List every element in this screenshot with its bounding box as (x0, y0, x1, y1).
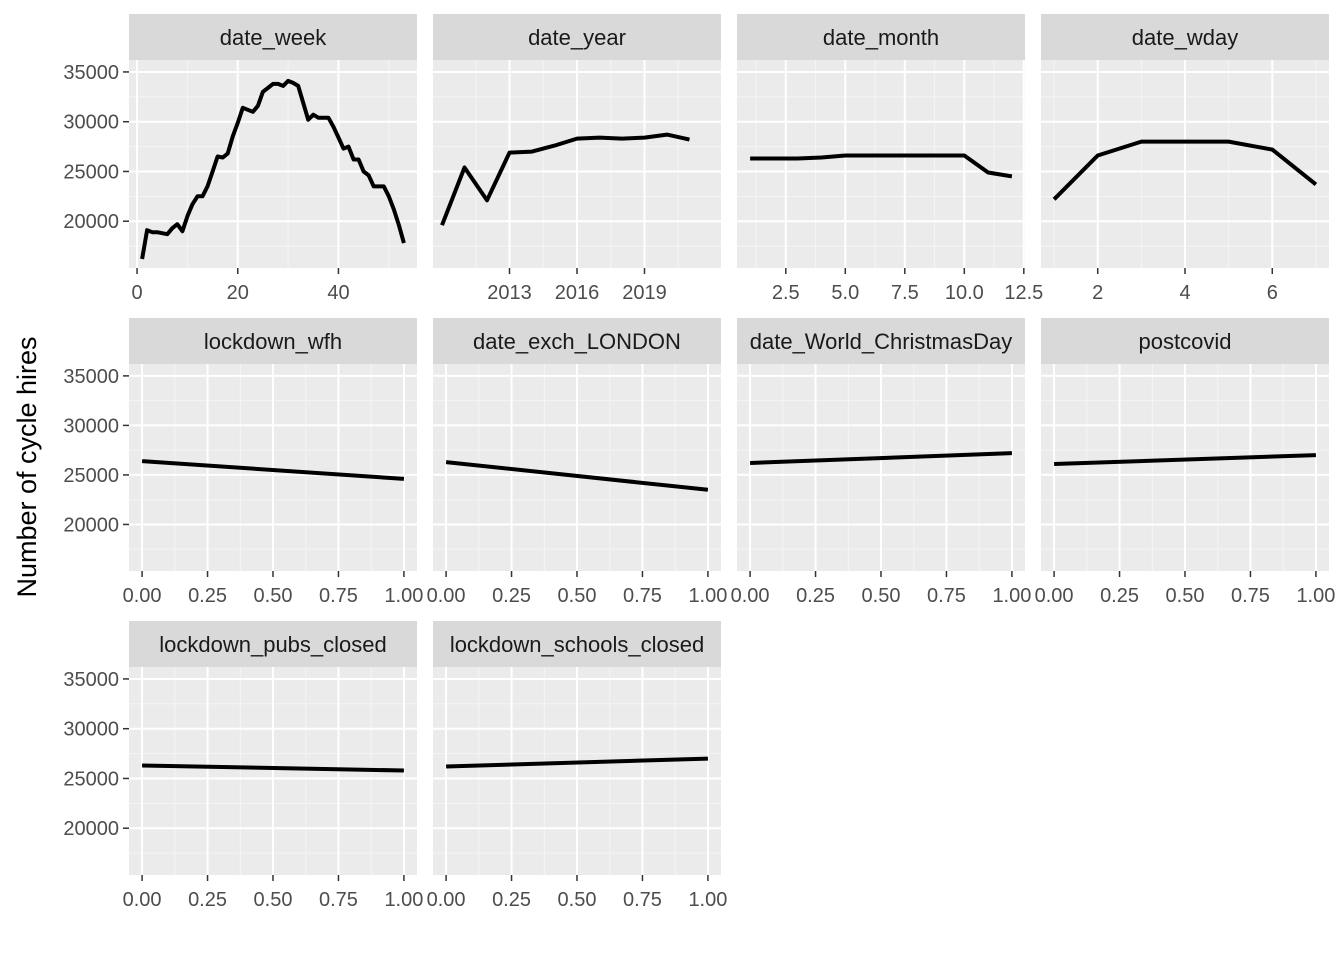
x-tick-label: 0.75 (319, 889, 358, 911)
series-line (141, 459, 405, 481)
x-tick-label: 0.25 (188, 889, 227, 911)
panel-background (129, 60, 417, 268)
facet-strip-label: date_World_ChristmasDay (750, 329, 1012, 354)
x-tick-label: 1.00 (992, 585, 1031, 607)
y-axis-title: Number of cycle hires (12, 336, 42, 597)
facet-strip (129, 621, 417, 667)
x-tick-label: 4 (1179, 282, 1190, 304)
y-tick-label: 20000 (63, 514, 119, 536)
facet-strip-label: date_month (823, 25, 939, 50)
x-tick-label: 40 (327, 282, 349, 304)
x-tick-label: 0.25 (492, 585, 531, 607)
x-tick-label: 0.50 (558, 889, 597, 911)
x-tick-label: 0.00 (123, 585, 162, 607)
facet-strip (433, 318, 721, 364)
facet-strip (1041, 14, 1329, 60)
x-tick-label: 0.50 (1166, 585, 1205, 607)
y-tick-label: 30000 (63, 719, 119, 741)
series-line (440, 132, 690, 226)
x-tick-label: 0.75 (1231, 585, 1270, 607)
y-tick-label: 20000 (63, 211, 119, 233)
x-tick-label: 10.0 (945, 282, 984, 304)
x-tick-label: 0.75 (623, 585, 662, 607)
x-tick-label: 0.25 (796, 585, 835, 607)
x-tick-label: 1.00 (384, 889, 423, 911)
y-tick-label: 25000 (63, 768, 119, 790)
facet-strip-label: date_wday (1132, 25, 1238, 50)
x-tick-label: 1.00 (688, 585, 727, 607)
facet-strip-label: date_year (528, 25, 626, 50)
facet-strip (737, 318, 1025, 364)
x-tick-label: 1.00 (1296, 585, 1335, 607)
y-tick-label: 35000 (63, 669, 119, 691)
facet-strip-label: lockdown_wfh (204, 329, 342, 354)
x-tick-label: 0.75 (623, 889, 662, 911)
y-tick-label: 30000 (63, 112, 119, 134)
x-tick-label: 1.00 (688, 889, 727, 911)
series-line (1054, 453, 1316, 466)
x-tick-label: 5.0 (831, 282, 859, 304)
x-tick-label: 0 (131, 282, 142, 304)
x-tick-label: 0.50 (254, 585, 293, 607)
x-tick-label: 0.00 (427, 889, 466, 911)
facet-strip (129, 318, 417, 364)
x-tick-label: 2 (1092, 282, 1103, 304)
x-tick-label: 7.5 (891, 282, 919, 304)
x-tick-label: 0.00 (731, 585, 770, 607)
series-line (446, 756, 708, 769)
facet-strip (433, 621, 721, 667)
facet-strip-label: date_exch_LONDON (473, 329, 681, 354)
x-tick-label: 2019 (622, 282, 667, 304)
x-tick-label: 0.25 (188, 585, 227, 607)
facet-strip (1041, 318, 1329, 364)
series-line (142, 763, 404, 773)
x-tick-label: 6 (1267, 282, 1278, 304)
panel-background (737, 60, 1025, 268)
x-tick-label: 0.00 (1035, 585, 1074, 607)
facet-strip (737, 14, 1025, 60)
x-tick-label: 2013 (487, 282, 532, 304)
x-tick-label: 0.25 (492, 889, 531, 911)
facet-strip-label: lockdown_schools_closed (450, 632, 704, 657)
x-tick-label: 0.00 (123, 889, 162, 911)
x-tick-label: 0.75 (927, 585, 966, 607)
series-line (140, 78, 406, 260)
facet-strip-label: lockdown_pubs_closed (159, 632, 387, 657)
x-tick-label: 2.5 (772, 282, 800, 304)
x-tick-label: 0.75 (319, 585, 358, 607)
x-tick-label: 0.25 (1100, 585, 1139, 607)
facet-strip-label: postcovid (1139, 329, 1232, 354)
x-tick-label: 12.5 (1004, 282, 1043, 304)
series-line (750, 153, 1013, 179)
series-line (1052, 139, 1318, 201)
y-tick-label: 30000 (63, 415, 119, 437)
x-tick-label: 0.50 (254, 889, 293, 911)
y-tick-label: 20000 (63, 818, 119, 840)
x-tick-label: 2016 (555, 282, 600, 304)
y-tick-label: 35000 (63, 366, 119, 388)
x-tick-label: 0.00 (427, 585, 466, 607)
facet-strip (129, 14, 417, 60)
facet-strip-label: date_week (220, 25, 327, 50)
y-tick-label: 25000 (63, 465, 119, 487)
x-tick-label: 0.50 (862, 585, 901, 607)
x-tick-label: 20 (227, 282, 249, 304)
y-tick-label: 25000 (63, 161, 119, 183)
series-line (445, 460, 709, 492)
x-tick-label: 1.00 (384, 585, 423, 607)
facet-strip (433, 14, 721, 60)
x-tick-label: 0.50 (558, 585, 597, 607)
y-tick-label: 35000 (63, 62, 119, 84)
series-line (750, 451, 1012, 465)
